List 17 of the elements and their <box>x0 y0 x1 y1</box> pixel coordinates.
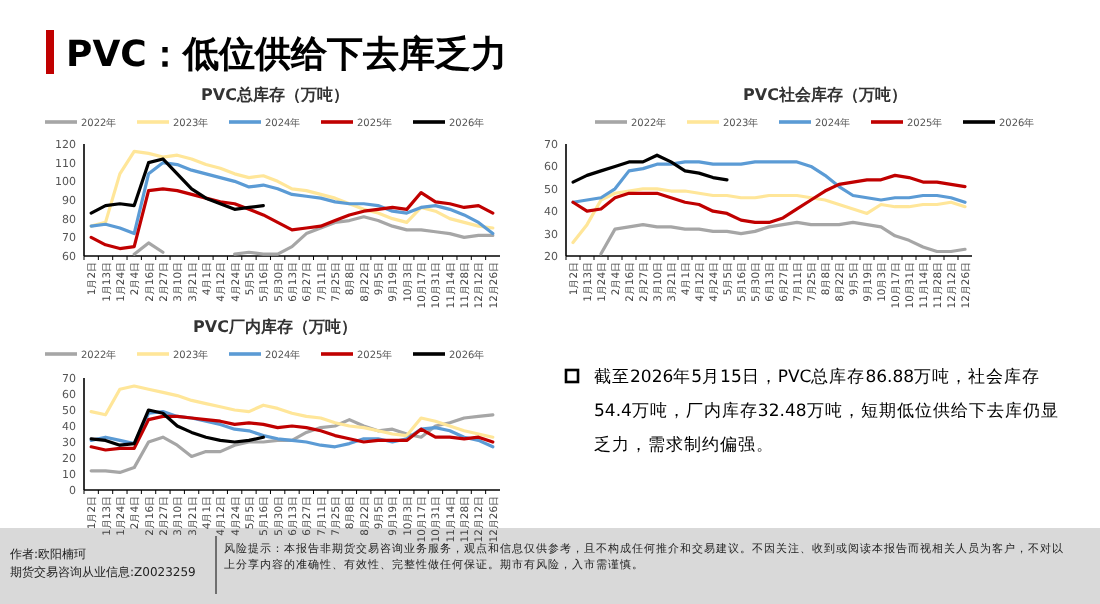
line-series <box>599 220 967 256</box>
chart-title: PVC厂内库存（万吨） <box>193 316 357 336</box>
line-series <box>571 187 967 245</box>
line-series <box>571 173 967 224</box>
line-series <box>89 413 495 474</box>
line-series <box>89 408 265 447</box>
line-series <box>571 153 729 184</box>
chart-title: PVC社会库存（万吨） <box>743 84 907 104</box>
line-series <box>89 157 265 215</box>
line-series <box>89 149 495 230</box>
line-series <box>571 160 967 204</box>
line-series <box>89 187 495 251</box>
line-series <box>89 384 495 439</box>
text: PVC：低位供给下去库乏力 <box>66 34 507 76</box>
line-series <box>89 161 495 236</box>
chart-title: PVC总库存（万吨） <box>201 84 349 104</box>
text: 截至2026年5月15日，PVC总库存86.88万吨，社会库存54.4万吨，厂内库存32.48万吨，短期低位供给下去库仍显乏力，需求制约偏强。 <box>594 366 1059 456</box>
